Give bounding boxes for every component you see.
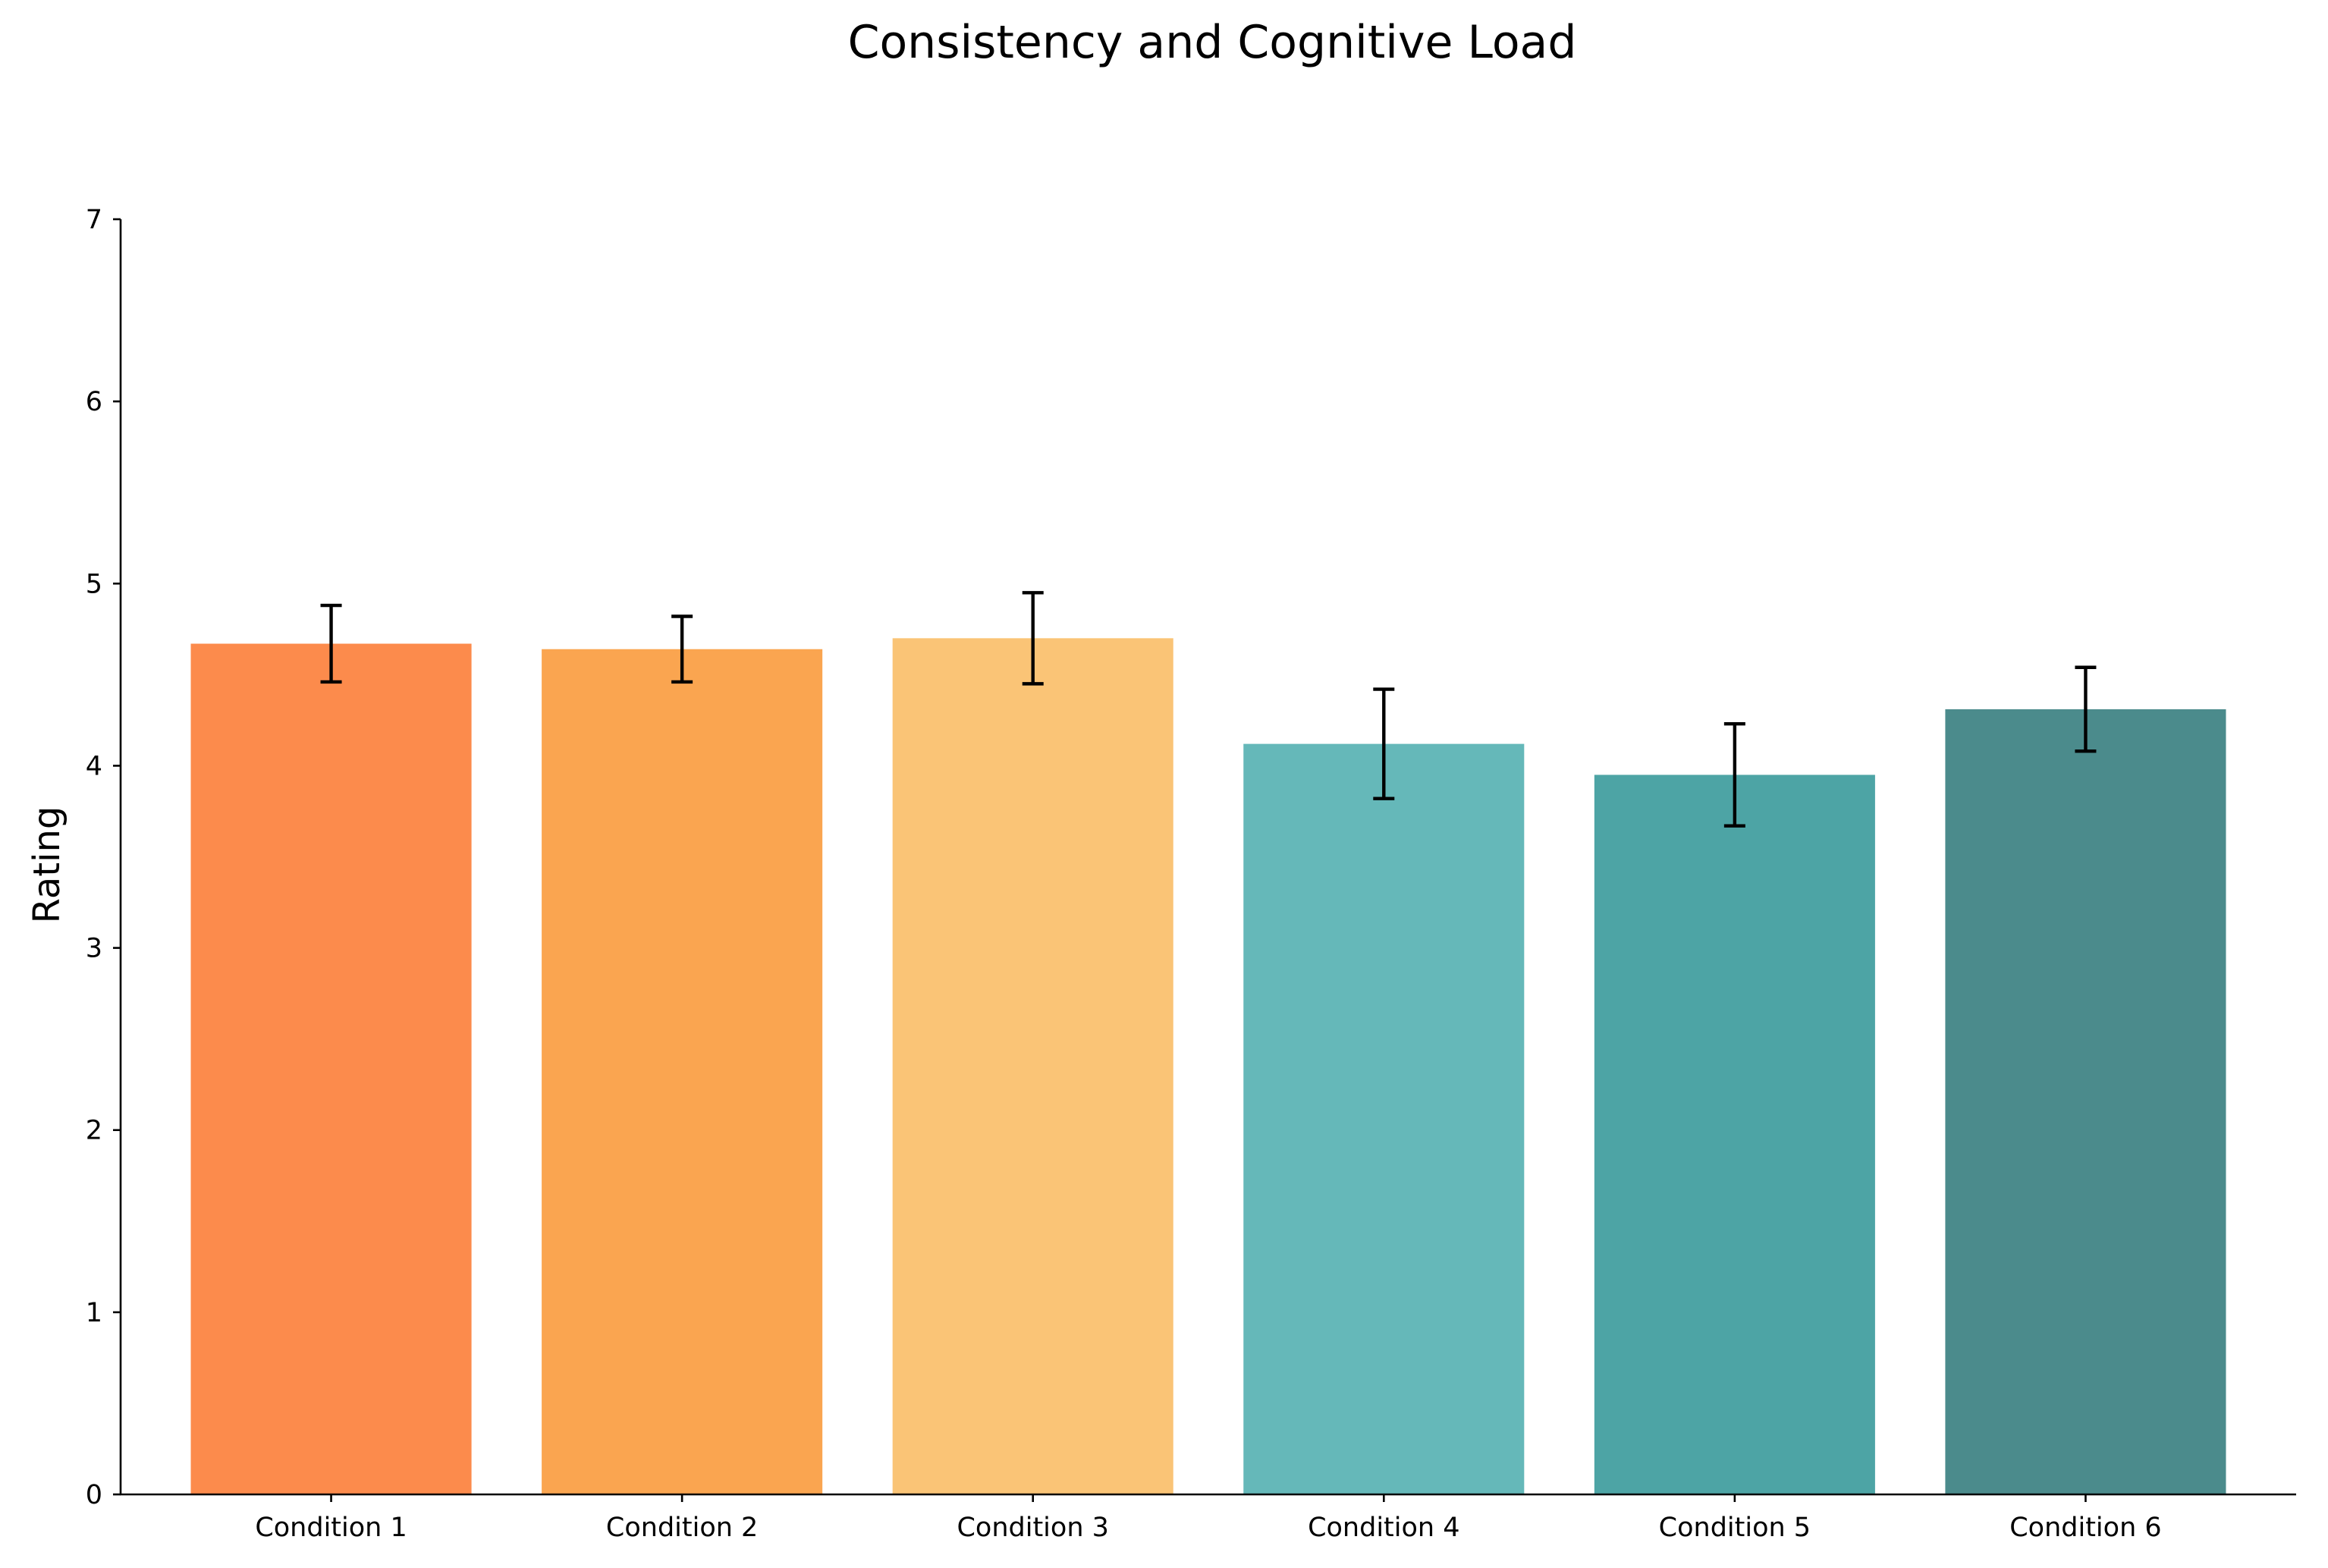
bar-condition-1: [190, 643, 472, 1494]
y-tick-label: 4: [86, 751, 102, 781]
bar-condition-4: [1243, 743, 1525, 1494]
error-bar-condition-4: [1373, 687, 1395, 800]
chart-title: Consistency and Cognitive Load: [848, 16, 1577, 69]
bar-condition-6: [1945, 709, 2226, 1494]
y-tick-label: 6: [86, 387, 102, 417]
bar-condition-2: [542, 649, 823, 1494]
x-tick-label: Condition 5: [1659, 1513, 1811, 1543]
error-bar-condition-2: [671, 614, 693, 684]
y-axis-label: Rating: [26, 806, 68, 924]
y-tick-label: 5: [86, 569, 102, 599]
bar-condition-5: [1594, 775, 1875, 1494]
error-bar-condition-5: [1723, 721, 1745, 828]
bar-condition-3: [892, 638, 1173, 1494]
error-bars-group: [320, 591, 2097, 828]
x-tick-label: Condition 1: [255, 1513, 407, 1543]
bars-group: [190, 638, 2226, 1494]
x-tick-label: Condition 3: [957, 1513, 1108, 1543]
x-tick-label: Condition 4: [1308, 1513, 1459, 1543]
x-ticks-group: Condition 1 Condition 2 Condition 3 Conditi…: [255, 1494, 2162, 1543]
x-tick-label: Condition 2: [606, 1513, 758, 1543]
x-tick-label: Condition 6: [2009, 1513, 2161, 1543]
y-tick-label: 0: [86, 1480, 102, 1510]
error-bar-condition-1: [320, 603, 342, 684]
y-tick-label: 7: [86, 205, 102, 235]
y-tick-label: 2: [86, 1116, 102, 1146]
error-bar-condition-6: [2075, 665, 2097, 753]
error-bar-condition-3: [1022, 591, 1044, 686]
y-ticks-group: 0 1 2 3 4 5 6 7: [86, 205, 121, 1510]
y-tick-label: 3: [86, 934, 102, 964]
y-tick-label: 1: [86, 1298, 102, 1328]
